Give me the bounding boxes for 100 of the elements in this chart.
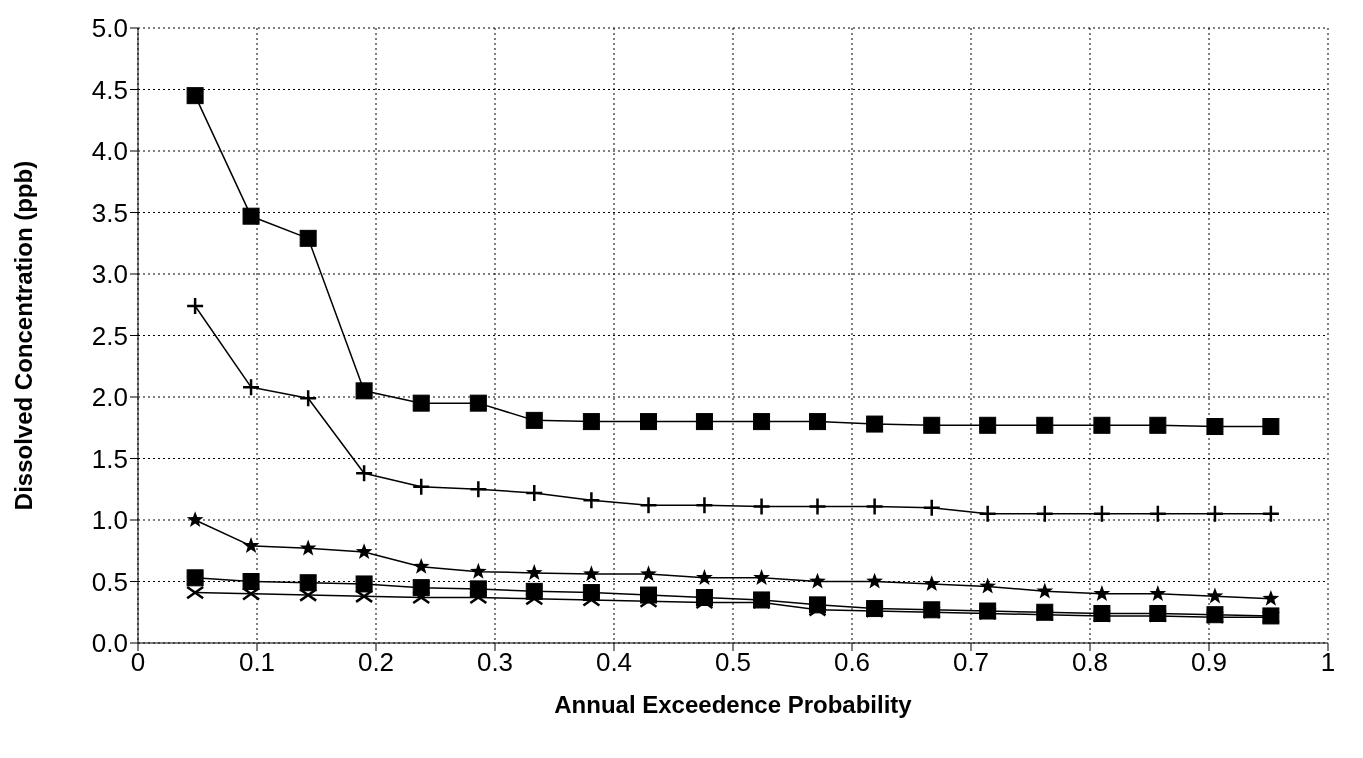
point [241,586,261,601]
point [299,229,317,247]
point [355,543,373,560]
point [753,569,770,585]
point [866,572,883,589]
point [752,497,771,516]
x-tick-label: 0.9 [1190,647,1228,678]
y-axis-title: Dissolved Concentration (ppb) [9,160,37,511]
y-tick-label: 3.0 [91,259,128,290]
y-tick-label: 5.0 [91,13,128,44]
point [1035,607,1055,622]
point [639,495,658,515]
point [355,575,373,593]
point [640,565,657,582]
point [186,569,204,587]
point [469,394,487,412]
point [1149,585,1167,601]
point [923,416,941,434]
point [354,464,374,483]
x-tick-label: 0.6 [833,647,871,678]
point [1206,587,1224,604]
x-tick-label: 0.3 [476,647,514,678]
point [582,593,601,607]
point [753,413,771,431]
point [1035,504,1055,524]
x-tick-label: 0 [130,647,146,678]
point [355,382,373,400]
point [979,577,997,594]
point [640,413,658,431]
x-tick-label: 0.7 [952,647,990,678]
point [242,207,260,225]
point [1205,504,1225,524]
y-tick-label: 0.5 [91,566,128,597]
point [1149,416,1167,434]
x-tick-label: 0.5 [714,647,752,678]
point [922,605,941,620]
point [582,413,600,431]
point [412,394,430,412]
point [354,589,374,604]
point [1148,609,1168,623]
y-tick-label: 4.0 [91,136,128,167]
point [979,416,997,434]
point [866,415,884,433]
point [1262,589,1280,606]
y-tick-label: 2.5 [91,320,128,351]
point [696,569,713,585]
point [1092,504,1112,524]
point [411,477,431,497]
point [808,497,827,516]
point [695,495,714,515]
y-tick-label: 0.0 [91,628,128,659]
point [298,388,318,408]
point [1093,416,1111,434]
point [185,585,205,600]
point [978,504,997,524]
y-tick-label: 1.5 [91,443,128,474]
point [525,411,543,429]
x-tick-label: 0.2 [357,647,395,678]
point [808,413,826,431]
point [1036,582,1054,599]
point [525,483,544,503]
point [469,590,488,605]
point [978,606,997,621]
point [1206,418,1224,436]
x-tick-label: 0.1 [238,647,276,678]
x-axis-title: Annual Exceedence Probability [554,691,913,718]
y-tick-label: 1.0 [91,505,128,536]
point [186,87,204,105]
point [583,565,600,582]
point [1093,585,1111,601]
point [411,590,431,605]
point [1092,609,1112,623]
point [241,377,261,397]
point [1261,504,1281,524]
point [242,537,260,553]
point [922,498,941,517]
point [1148,504,1168,524]
point [185,296,205,316]
x-tick-label: 0.8 [1071,647,1109,678]
point [639,594,658,609]
point [1262,418,1280,436]
point [299,539,317,556]
point [469,562,487,579]
x-tick-label: 1 [1320,647,1336,678]
point [923,575,941,592]
point [1205,610,1225,625]
point [298,588,318,602]
x-tick-label: 0.4 [595,647,633,678]
point [865,604,884,618]
point [469,480,488,499]
point [809,572,826,589]
point [186,511,204,528]
point [1036,416,1054,434]
point [242,573,260,590]
point [412,557,430,574]
y-tick-label: 4.5 [91,74,128,105]
point [865,497,884,516]
point [525,591,544,606]
point [525,564,543,581]
point [752,595,771,610]
